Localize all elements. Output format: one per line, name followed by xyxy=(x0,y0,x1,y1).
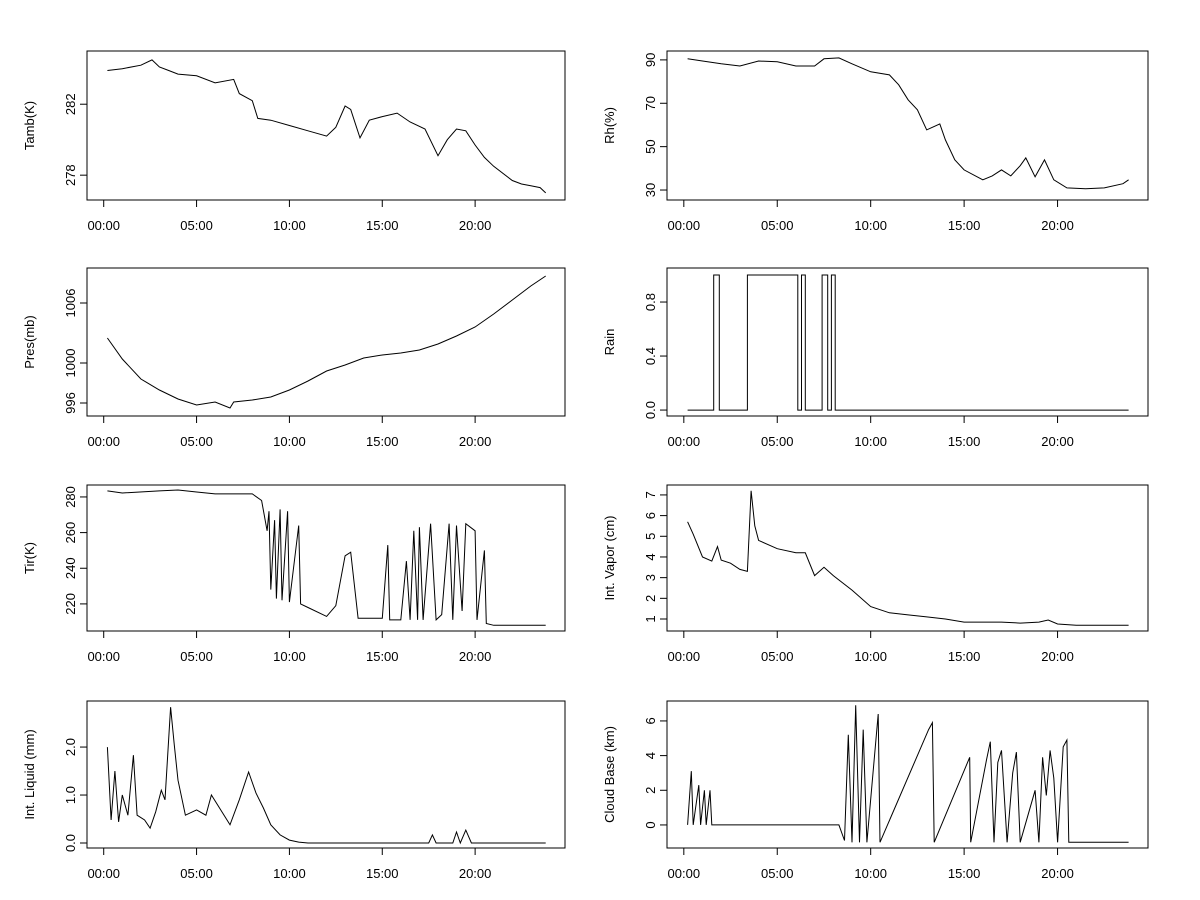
y-tick-label: 30 xyxy=(643,183,658,197)
y-tick-label: 1000 xyxy=(63,349,78,378)
x-tick-label: 10:00 xyxy=(854,218,887,233)
x-tick-label: 20:00 xyxy=(1041,649,1074,664)
y-tick-label: 4 xyxy=(643,553,658,560)
y-tick-label: 4 xyxy=(643,752,658,759)
x-tick-label: 10:00 xyxy=(273,434,306,449)
x-tick-label: 20:00 xyxy=(459,218,492,233)
y-axis-label: Rh(%) xyxy=(602,107,617,144)
x-tick-label: 15:00 xyxy=(948,866,981,881)
y-tick-label: 280 xyxy=(63,486,78,508)
x-tick-label: 15:00 xyxy=(366,866,399,881)
y-tick-label: 220 xyxy=(63,593,78,615)
data-line xyxy=(687,705,1129,843)
y-axis-label: Int. Liquid (mm) xyxy=(22,729,37,819)
y-tick-label: 1006 xyxy=(63,289,78,318)
data-line xyxy=(106,707,546,845)
y-tick-label: 6 xyxy=(643,717,658,724)
y-tick-label: 7 xyxy=(643,491,658,498)
y-tick-label: 1 xyxy=(643,615,658,622)
plot-box xyxy=(666,267,1149,417)
y-tick-label: 278 xyxy=(63,164,78,186)
x-tick-label: 10:00 xyxy=(854,649,887,664)
x-tick-label: 15:00 xyxy=(366,649,399,664)
plot-box xyxy=(666,50,1149,201)
y-tick-label: 0.4 xyxy=(643,347,658,365)
y-tick-label: 1.0 xyxy=(63,786,78,804)
data-line xyxy=(687,490,1129,626)
y-tick-label: 50 xyxy=(643,139,658,153)
x-tick-label: 05:00 xyxy=(761,218,794,233)
y-tick-label: 0.0 xyxy=(643,401,658,419)
y-tick-label: 0 xyxy=(643,821,658,828)
x-tick-label: 05:00 xyxy=(180,434,213,449)
data-line xyxy=(107,59,547,194)
y-axis-label: Int. Vapor (cm) xyxy=(602,515,617,600)
y-tick-label: 240 xyxy=(63,557,78,579)
y-axis-label: Cloud Base (km) xyxy=(602,726,617,823)
y-axis-label: Pres(mb) xyxy=(22,315,37,368)
x-tick-label: 00:00 xyxy=(87,218,120,233)
y-tick-label: 0.8 xyxy=(643,293,658,311)
x-tick-label: 05:00 xyxy=(180,649,213,664)
y-tick-label: 90 xyxy=(643,53,658,67)
data-line xyxy=(687,57,1129,190)
y-tick-label: 996 xyxy=(63,392,78,414)
y-tick-label: 70 xyxy=(643,96,658,110)
y-tick-label: 2 xyxy=(643,595,658,602)
y-tick-label: 0.0 xyxy=(63,834,78,852)
x-tick-label: 00:00 xyxy=(87,649,120,664)
y-tick-label: 6 xyxy=(643,512,658,519)
x-tick-label: 20:00 xyxy=(1041,434,1074,449)
y-tick-label: 2 xyxy=(643,787,658,794)
x-tick-label: 00:00 xyxy=(87,434,120,449)
x-tick-label: 15:00 xyxy=(366,218,399,233)
x-tick-label: 10:00 xyxy=(854,866,887,881)
x-tick-label: 15:00 xyxy=(948,649,981,664)
x-tick-label: 00:00 xyxy=(668,434,701,449)
x-tick-label: 15:00 xyxy=(948,434,981,449)
x-tick-label: 10:00 xyxy=(273,218,306,233)
data-line xyxy=(106,275,546,409)
y-axis-label: Tamb(K) xyxy=(22,101,37,150)
x-tick-label: 10:00 xyxy=(273,866,306,881)
x-tick-label: 00:00 xyxy=(87,866,120,881)
plot-box xyxy=(666,700,1149,849)
x-tick-label: 05:00 xyxy=(180,866,213,881)
x-tick-label: 00:00 xyxy=(668,218,701,233)
data-line xyxy=(107,489,546,626)
y-tick-label: 3 xyxy=(643,574,658,581)
x-tick-label: 20:00 xyxy=(459,649,492,664)
x-tick-label: 05:00 xyxy=(761,866,794,881)
x-tick-label: 20:00 xyxy=(459,866,492,881)
plot-box xyxy=(666,484,1149,632)
x-tick-label: 05:00 xyxy=(180,218,213,233)
x-tick-label: 20:00 xyxy=(1041,866,1074,881)
plot-box xyxy=(86,50,566,201)
x-tick-label: 15:00 xyxy=(366,434,399,449)
y-tick-label: 260 xyxy=(63,522,78,544)
y-tick-label: 5 xyxy=(643,533,658,540)
x-tick-label: 15:00 xyxy=(948,218,981,233)
x-tick-label: 00:00 xyxy=(668,866,701,881)
x-tick-label: 20:00 xyxy=(1041,218,1074,233)
x-tick-label: 10:00 xyxy=(854,434,887,449)
y-axis-label: Rain xyxy=(602,329,617,356)
x-tick-label: 10:00 xyxy=(273,649,306,664)
plot-box xyxy=(86,484,566,632)
plot-box xyxy=(86,267,566,417)
data-line xyxy=(687,274,1129,411)
y-tick-label: 282 xyxy=(63,93,78,115)
x-tick-label: 00:00 xyxy=(668,649,701,664)
x-tick-label: 20:00 xyxy=(459,434,492,449)
plot-box xyxy=(86,700,566,849)
x-tick-label: 05:00 xyxy=(761,434,794,449)
x-tick-label: 05:00 xyxy=(761,649,794,664)
y-axis-label: Tir(K) xyxy=(22,542,37,574)
y-tick-label: 2.0 xyxy=(63,738,78,756)
